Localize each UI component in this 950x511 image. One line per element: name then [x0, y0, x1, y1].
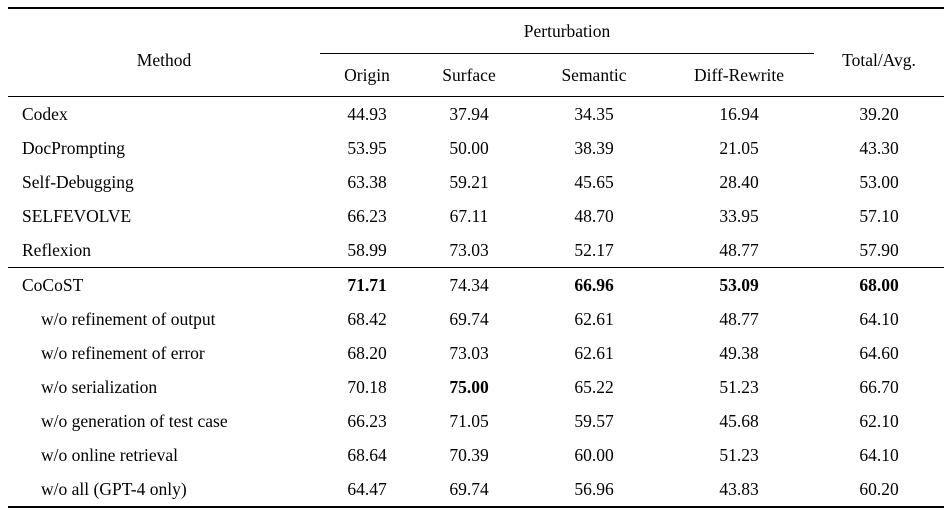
header-row-subcolumns: Origin Surface Semantic Diff-Rewrite — [8, 54, 944, 97]
column-header-total-avg: Total/Avg. — [842, 50, 916, 70]
table-header: Method Perturbation Total/Avg. Origin Su… — [8, 8, 945, 97]
method-cell: w/o refinement of output — [41, 308, 216, 329]
value-cell: 68.20 — [347, 342, 387, 363]
value-cell: 45.65 — [574, 171, 614, 192]
value-cell: 68.64 — [347, 444, 387, 465]
value-cell: 57.90 — [859, 239, 899, 260]
method-cell: SELFEVOLVE — [22, 205, 132, 226]
table-row: w/o refinement of output 68.42 69.74 62.61 4… — [8, 302, 944, 336]
value-cell: 52.17 — [574, 239, 614, 260]
method-cell: w/o refinement of error — [41, 342, 205, 363]
value-cell: 60.00 — [574, 444, 614, 465]
table-row: w/o generation of test case 66.23 71.05 59.… — [8, 404, 944, 438]
table-row: CoCoST 71.71 74.34 66.96 53.09 68.00 — [8, 268, 944, 303]
value-cell: 75.00 — [449, 376, 489, 397]
value-cell: 71.71 — [347, 274, 387, 295]
table-section-baselines: Codex 44.93 37.94 34.35 16.94 39.20 DocPrompti… — [8, 97, 944, 268]
value-cell: 58.99 — [347, 239, 387, 260]
value-cell: 66.23 — [347, 410, 387, 431]
column-header-origin: Origin — [344, 64, 390, 85]
table-row: Codex 44.93 37.94 34.35 16.94 39.20 — [8, 97, 944, 132]
value-cell: 51.23 — [719, 376, 759, 397]
value-cell: 48.77 — [719, 239, 759, 260]
value-cell: 53.95 — [347, 137, 387, 158]
value-cell: 73.03 — [449, 239, 489, 260]
method-cell: w/o generation of test case — [41, 410, 228, 431]
column-header-semantic: Semantic — [561, 64, 627, 85]
table-row: Self-Debugging 63.38 59.21 45.65 28.40 53.00 — [8, 165, 944, 199]
value-cell: 21.05 — [719, 137, 759, 158]
method-cell: w/o all (GPT-4 only) — [41, 478, 187, 499]
method-cell: CoCoST — [22, 274, 84, 295]
method-cell: w/o serialization — [41, 376, 158, 397]
method-cell: Self-Debugging — [22, 171, 134, 192]
value-cell: 74.34 — [449, 274, 489, 295]
value-cell: 57.10 — [859, 205, 899, 226]
table-row: w/o refinement of error 68.20 73.03 62.61 49… — [8, 336, 944, 370]
value-cell: 70.39 — [449, 444, 489, 465]
value-cell: 64.60 — [859, 342, 899, 363]
method-cell: Codex — [22, 103, 68, 124]
value-cell: 38.39 — [574, 137, 614, 158]
value-cell: 62.10 — [859, 410, 899, 431]
header-row-group: Method Perturbation Total/Avg. — [8, 8, 944, 70]
value-cell: 73.03 — [449, 342, 489, 363]
table-row: w/o all (GPT-4 only) 64.47 69.74 56.96 43.83… — [8, 472, 944, 507]
value-cell: 65.22 — [574, 376, 614, 397]
value-cell: 33.95 — [719, 205, 759, 226]
value-cell: 68.42 — [347, 308, 387, 329]
value-cell: 64.47 — [347, 478, 387, 499]
column-header-surface: Surface — [442, 64, 496, 85]
method-cell: w/o online retrieval — [41, 444, 179, 465]
value-cell: 67.11 — [449, 205, 489, 226]
value-cell: 34.35 — [574, 103, 614, 124]
value-cell: 64.10 — [859, 444, 899, 465]
value-cell: 62.61 — [574, 308, 614, 329]
value-cell: 49.38 — [719, 342, 759, 363]
value-cell: 48.70 — [574, 205, 614, 226]
value-cell: 69.74 — [449, 478, 489, 499]
value-cell: 66.96 — [574, 274, 614, 295]
value-cell: 39.20 — [859, 103, 899, 124]
value-cell: 69.74 — [449, 308, 489, 329]
table-row: Reflexion 58.99 73.03 52.17 48.77 57.90 — [8, 233, 944, 268]
column-header-method: Method — [136, 50, 192, 70]
value-cell: 53.00 — [859, 171, 899, 192]
value-cell: 71.05 — [449, 410, 489, 431]
value-cell: 50.00 — [449, 137, 489, 158]
value-cell: 62.61 — [574, 342, 614, 363]
value-cell: 64.10 — [859, 308, 899, 329]
table-row: w/o online retrieval 68.64 70.39 60.00 51.23… — [8, 438, 944, 472]
method-cell: DocPrompting — [22, 137, 126, 158]
value-cell: 43.83 — [719, 478, 759, 499]
table-row: DocPrompting 53.95 50.00 38.39 21.05 43.30 — [8, 131, 944, 165]
value-cell: 53.09 — [719, 274, 759, 295]
value-cell: 44.93 — [347, 103, 387, 124]
value-cell: 16.94 — [719, 103, 759, 124]
value-cell: 66.23 — [347, 205, 387, 226]
results-table: Method Perturbation Total/Avg. Origin Su… — [8, 7, 945, 508]
method-cell: Reflexion — [22, 239, 92, 260]
value-cell: 60.20 — [859, 478, 899, 499]
value-cell: 45.68 — [719, 410, 759, 431]
value-cell: 70.18 — [347, 376, 387, 397]
value-cell: 51.23 — [719, 444, 759, 465]
column-header-diff-rewrite: Diff-Rewrite — [693, 64, 785, 85]
value-cell: 59.21 — [449, 171, 489, 192]
value-cell: 56.96 — [574, 478, 614, 499]
value-cell: 37.94 — [449, 103, 489, 124]
value-cell: 59.57 — [574, 410, 614, 431]
column-group-header-perturbation: Perturbation — [320, 8, 815, 54]
value-cell: 63.38 — [347, 171, 387, 192]
value-cell: 68.00 — [859, 274, 899, 295]
value-cell: 43.30 — [859, 137, 899, 158]
value-cell: 48.77 — [719, 308, 759, 329]
value-cell: 28.40 — [719, 171, 759, 192]
table-row: SELFEVOLVE 66.23 67.11 48.70 33.95 57.10 — [8, 199, 944, 233]
table-section-cocost: CoCoST 71.71 74.34 66.96 53.09 68.00 w/o refin… — [8, 267, 945, 508]
value-cell: 66.70 — [859, 376, 899, 397]
table-row: w/o serialization 70.18 75.00 65.22 51.23 66.… — [8, 370, 944, 404]
